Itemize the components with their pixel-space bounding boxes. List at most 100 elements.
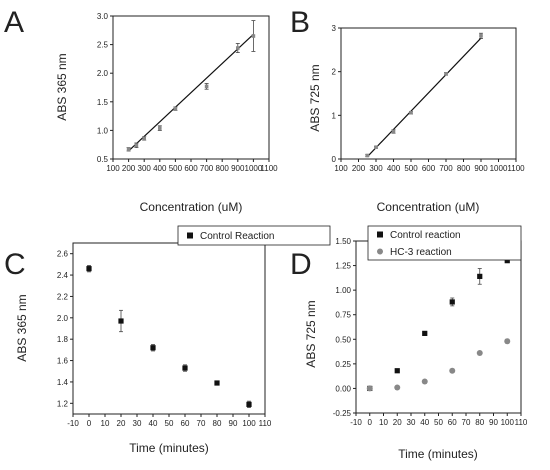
x-tick-label: 100: [501, 418, 515, 427]
data-point: [477, 273, 483, 279]
x-tick-label: 60: [448, 418, 457, 427]
y-tick-label: 2: [332, 68, 337, 77]
x-tick-label: 100: [106, 164, 120, 173]
x-tick-label: 20: [117, 419, 126, 428]
y-tick-label: 1.6: [57, 357, 69, 366]
data-point: [421, 378, 428, 385]
x-tick-label: 600: [184, 164, 198, 173]
plot-frame: [355, 240, 522, 414]
x-tick-label: 60: [181, 419, 190, 428]
data-point: [365, 153, 370, 158]
data-point: [422, 330, 428, 336]
panel-letter: A: [4, 6, 24, 39]
x-tick-label: 900: [474, 164, 488, 173]
data-point: [449, 367, 456, 374]
legend-label: Control Reaction: [200, 231, 274, 242]
x-axis-title: Time (minutes): [129, 441, 209, 455]
data-point: [366, 385, 373, 392]
legend-marker: [187, 232, 193, 239]
y-tick-label: 1.0: [97, 126, 109, 135]
x-tick-label: 1100: [507, 164, 525, 173]
y-axis-title: ABS 365 nm: [15, 294, 29, 361]
x-tick-label: 20: [393, 418, 402, 427]
plot-frame: [112, 15, 270, 160]
y-tick-label: 0.50: [335, 335, 351, 344]
x-tick-label: 400: [153, 164, 167, 173]
y-tick-label: 1.00: [335, 286, 351, 295]
x-tick-label: -10: [350, 418, 362, 427]
y-tick-label: 2.2: [57, 292, 69, 301]
x-tick-label: 0: [368, 418, 373, 427]
data-point: [158, 126, 162, 130]
y-tick-label: 0.25: [335, 360, 351, 369]
data-point: [476, 350, 483, 357]
y-tick-label: 1: [332, 111, 337, 120]
y-tick-label: 1.25: [335, 262, 351, 271]
data-point: [134, 143, 139, 148]
data-point: [150, 345, 156, 351]
x-tick-label: 200: [352, 164, 366, 173]
x-tick-label: 1000: [245, 164, 263, 173]
y-tick-label: 2.6: [57, 250, 69, 259]
x-tick-label: 800: [457, 164, 471, 173]
x-tick-label: 110: [515, 418, 528, 427]
x-tick-label: 900: [231, 164, 245, 173]
y-tick-label: 3: [332, 24, 337, 33]
x-tick-label: 70: [197, 419, 206, 428]
x-tick-label: 1100: [260, 164, 278, 173]
legend-label: Control reaction: [390, 230, 461, 241]
x-tick-label: 300: [138, 164, 152, 173]
x-tick-label: 400: [387, 164, 401, 173]
y-tick-label: 0.5: [97, 155, 109, 164]
legend-marker: [377, 248, 383, 255]
x-tick-label: 50: [165, 419, 174, 428]
data-point: [504, 258, 510, 264]
x-axis-title: Concentration (uM): [140, 200, 243, 214]
y-tick-label: 2.4: [57, 271, 69, 280]
data-point: [236, 46, 240, 50]
x-tick-label: 100: [242, 419, 256, 428]
plot-frame: [72, 242, 266, 415]
data-point: [449, 299, 455, 305]
y-tick-label: -0.25: [333, 409, 352, 418]
data-point: [394, 384, 401, 391]
x-tick-label: 80: [213, 419, 222, 428]
x-tick-label: 300: [369, 164, 383, 173]
x-tick-label: 40: [149, 419, 158, 428]
x-tick-label: 80: [475, 418, 484, 427]
x-tick-label: 30: [407, 418, 416, 427]
x-axis-title: Time (minutes): [398, 447, 478, 461]
legend: Control Reaction: [177, 225, 331, 246]
x-tick-label: 40: [420, 418, 429, 427]
x-tick-label: 700: [200, 164, 214, 173]
x-tick-label: 100: [334, 164, 348, 173]
legend-label: HC-3 reaction: [390, 247, 452, 258]
x-tick-label: 0: [87, 419, 92, 428]
y-tick-label: 0.00: [335, 384, 351, 393]
data-point: [214, 380, 220, 386]
x-tick-label: 500: [404, 164, 418, 173]
y-tick-label: 2.5: [97, 41, 109, 50]
data-point: [374, 145, 378, 150]
y-tick-label: 0: [332, 155, 337, 164]
data-point: [251, 34, 256, 38]
x-tick-label: 10: [379, 418, 388, 427]
data-point: [182, 365, 188, 371]
fit-line: [366, 37, 482, 158]
y-tick-label: 3.0: [97, 12, 109, 21]
data-point: [394, 368, 400, 374]
panel-letter: B: [290, 6, 310, 39]
y-tick-label: 0.75: [335, 311, 351, 320]
legend-box: [367, 225, 522, 261]
y-tick-label: 1.5: [97, 98, 109, 107]
data-point: [142, 136, 146, 141]
y-axis-title: ABS 725 nm: [308, 64, 322, 131]
data-point: [504, 338, 511, 345]
x-tick-label: 500: [169, 164, 183, 173]
data-point: [204, 84, 209, 89]
x-tick-label: 90: [229, 419, 238, 428]
x-tick-label: 90: [489, 418, 498, 427]
y-tick-label: 1.2: [57, 399, 69, 408]
x-tick-label: 70: [462, 418, 471, 427]
